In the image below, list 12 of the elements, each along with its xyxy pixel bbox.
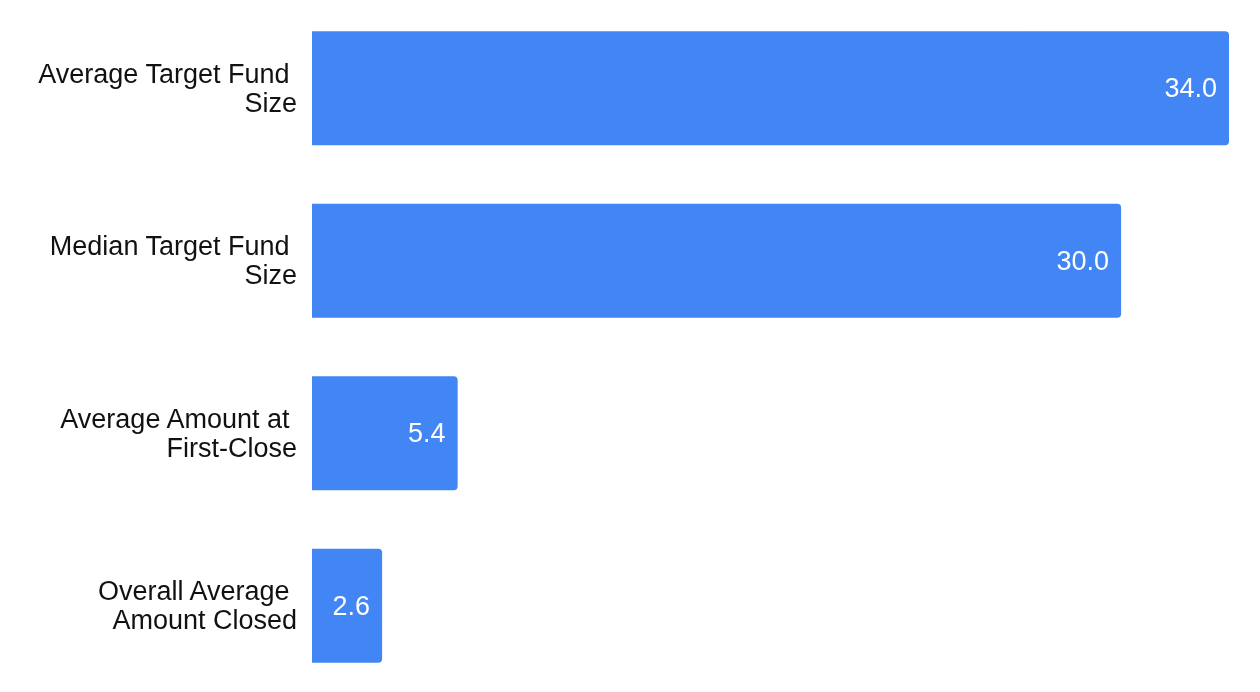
y-tick-label: Average Amount at First-Close	[60, 403, 297, 463]
bar	[312, 376, 458, 491]
bar	[312, 203, 1122, 318]
y-tick-label: Overall Average Amount Closed	[97, 576, 297, 636]
data-label: 30.0	[1056, 245, 1110, 276]
y-tick-label: Median Target Fund Size	[49, 231, 297, 291]
y-tick-label: Average Target Fund Size	[38, 58, 297, 118]
data-label: 34.0	[1164, 73, 1217, 104]
data-label: 5.4	[408, 418, 446, 449]
bar	[312, 548, 383, 663]
bar	[312, 31, 1229, 146]
data-label: 2.6	[332, 590, 371, 621]
